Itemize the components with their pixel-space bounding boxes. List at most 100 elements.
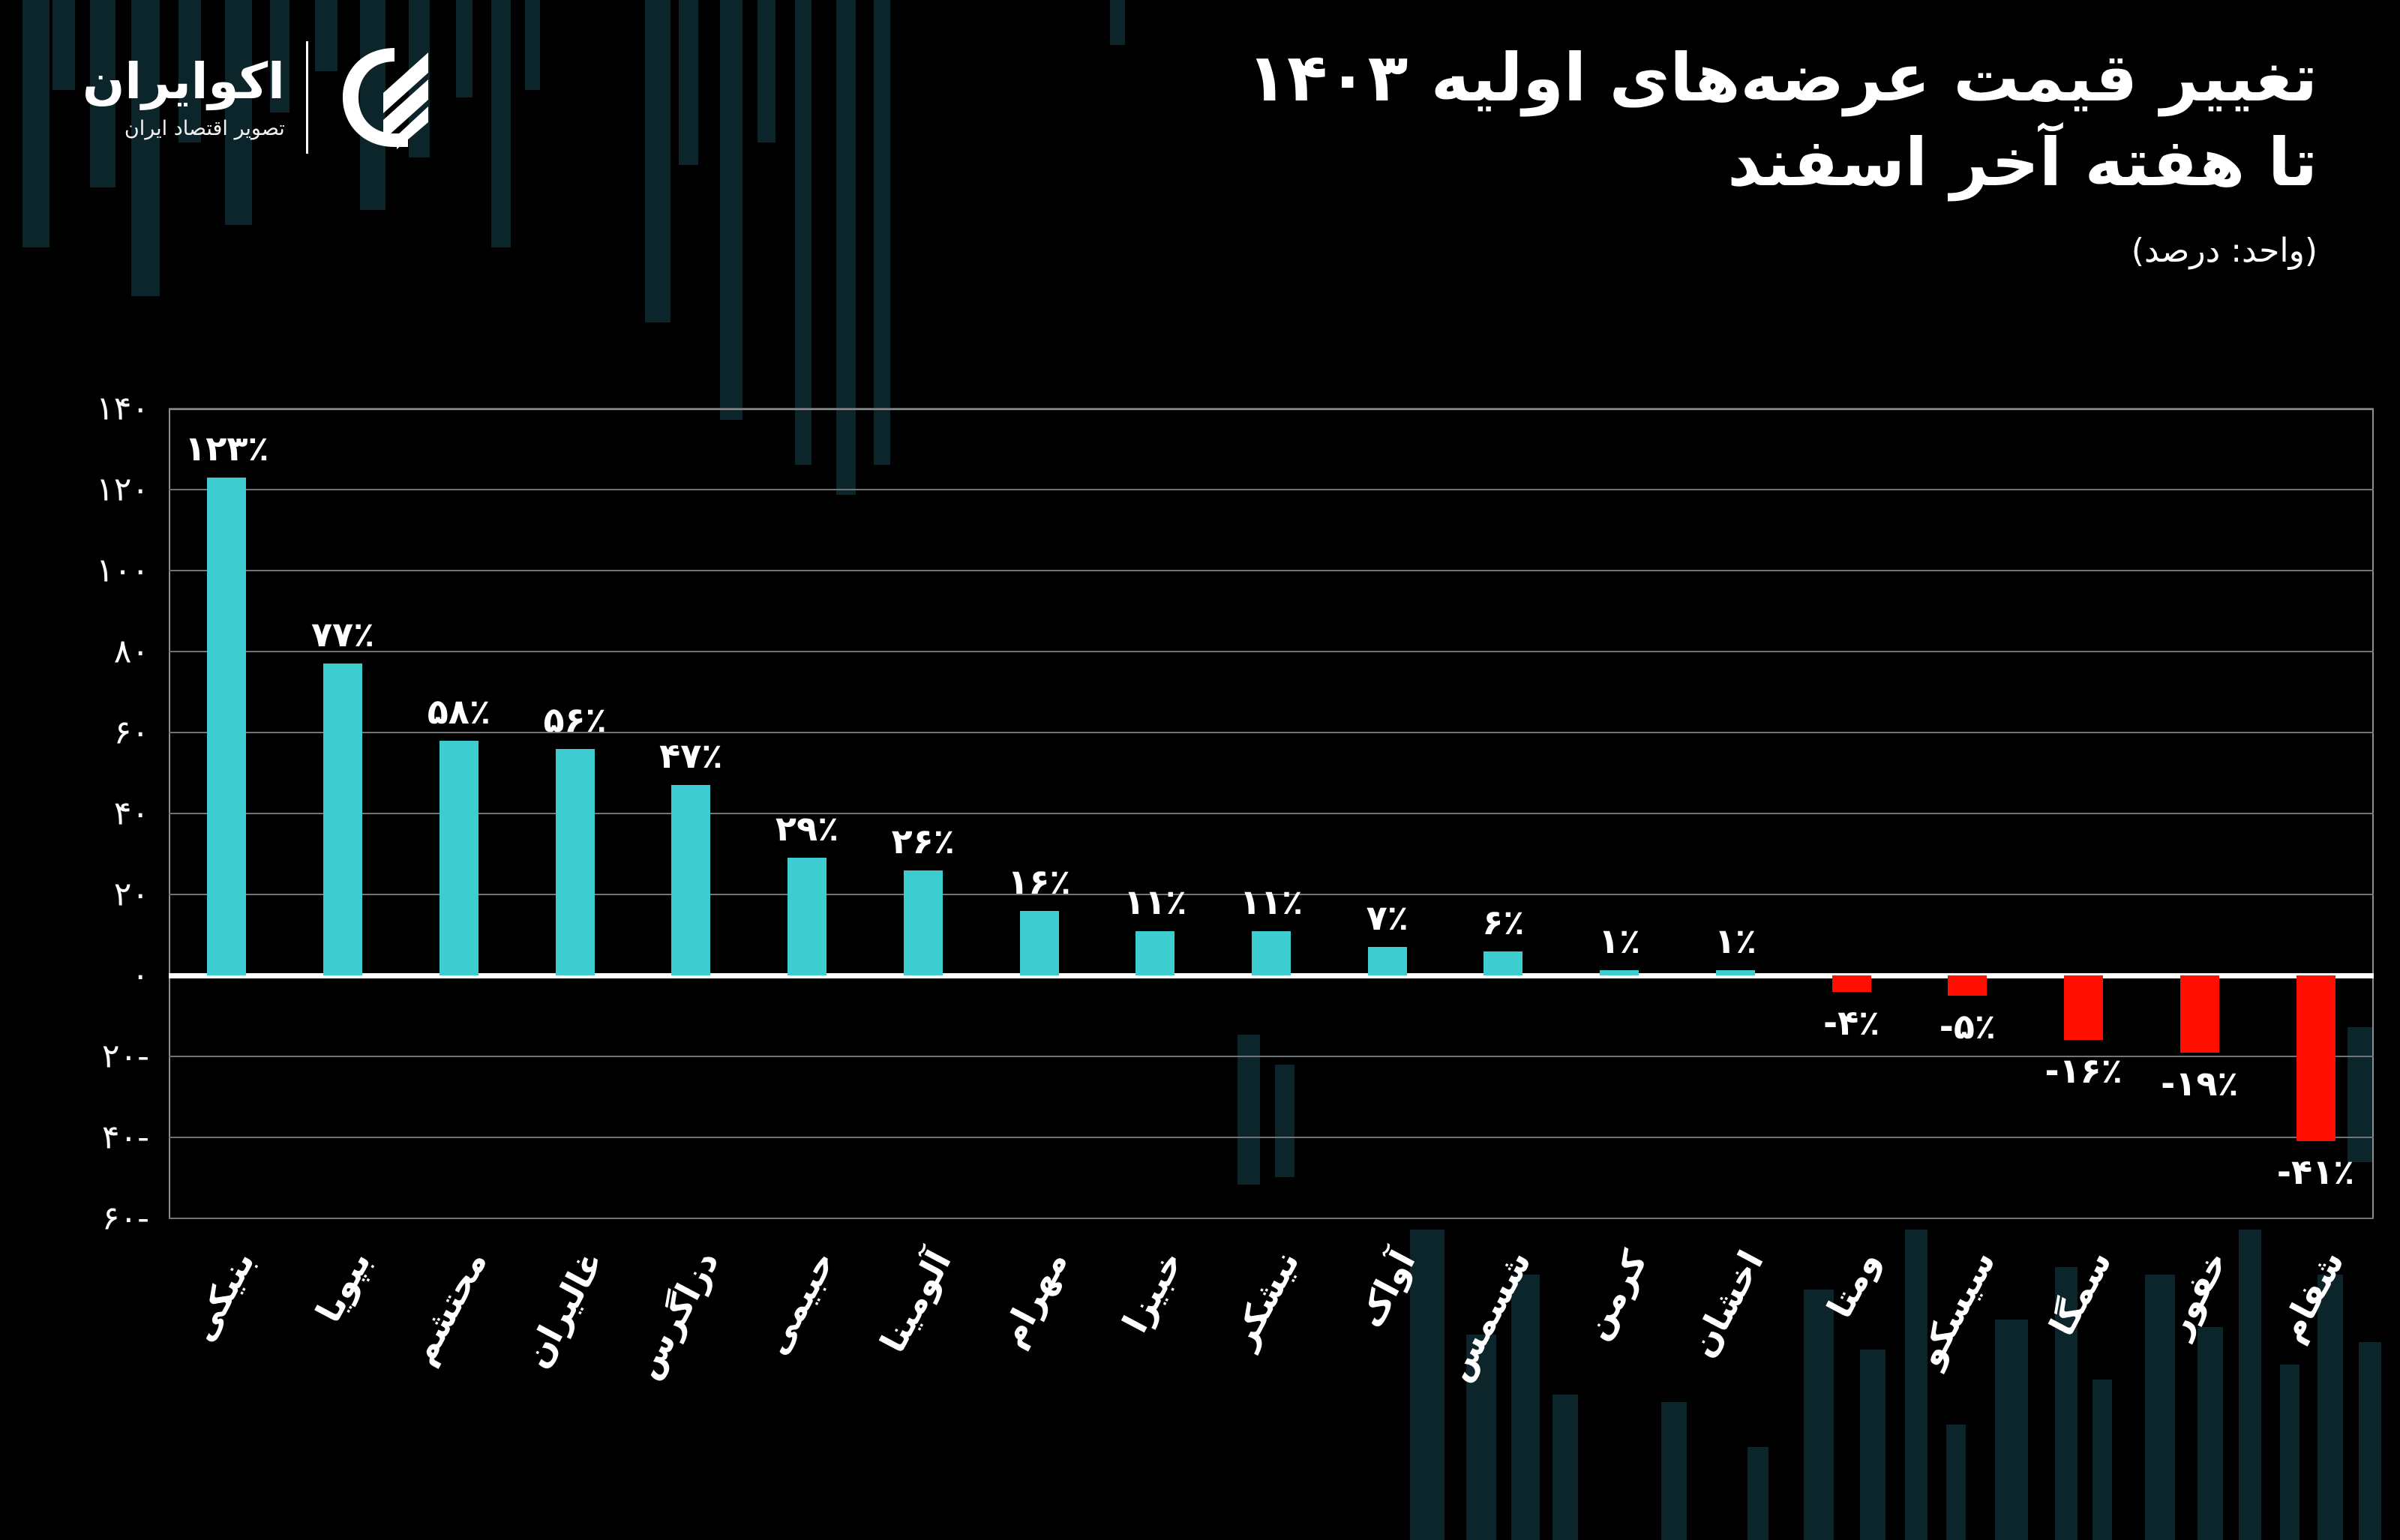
x-axis-tick-label: مهرام xyxy=(991,1244,1076,1354)
bar-value-label: -۱۹٪ xyxy=(2161,1062,2239,1104)
x-axis-tick-label: دزاگرس xyxy=(626,1244,727,1386)
bar-slot[interactable]: -۵٪ سیسکو xyxy=(1909,409,2026,1373)
bar-value-label: ۱۲۳٪ xyxy=(184,427,269,469)
bar-negative[interactable] xyxy=(1948,975,1988,996)
bar-value-label: -۴٪ xyxy=(1823,1002,1880,1043)
chart-title-line-2: تا هفته آخر اسفند xyxy=(1727,123,2318,201)
bar-positive[interactable] xyxy=(1600,970,1640,975)
bar-negative[interactable] xyxy=(2064,975,2104,1041)
bar-slot[interactable]: ۲۹٪ حبیمی xyxy=(749,409,866,1361)
bar-slot[interactable]: ۵۸٪ محتشم xyxy=(400,409,517,1371)
bar-positive[interactable] xyxy=(788,858,827,975)
brand-text: اکوایران تصویر اقتصاد ایران xyxy=(82,52,285,140)
bar-value-label: ۱٪ xyxy=(1714,921,1756,961)
bar-negative[interactable] xyxy=(2296,975,2336,1142)
bar-value-label: -۴۱٪ xyxy=(2276,1152,2355,1193)
x-axis-tick-label: شسمس xyxy=(1437,1244,1540,1388)
bar-slot[interactable]: ۱٪ کرمن xyxy=(1562,409,1678,1346)
bar-value-label: ۲۹٪ xyxy=(775,808,839,849)
bar-value-label: ۱٪ xyxy=(1598,921,1641,961)
bar-positive[interactable] xyxy=(439,740,478,975)
x-axis-tick-label: ومتا xyxy=(1818,1244,1888,1325)
unit-label: (واحد: درصد) xyxy=(2131,232,2318,271)
brand-logo: اکوایران تصویر اقتصاد ایران xyxy=(82,41,442,154)
bar-slot[interactable]: ۲۶٪ آلومینا xyxy=(865,409,981,1359)
bar-value-label: ۴۷٪ xyxy=(659,736,723,777)
bar-slot[interactable]: ۷۷٪ بپویا xyxy=(285,409,401,1329)
gridline xyxy=(169,732,2374,733)
y-axis-tick-label: ۸۰ xyxy=(113,632,149,671)
bar-positive[interactable] xyxy=(555,748,595,975)
gridline xyxy=(169,813,2374,814)
bar-slot[interactable]: -۱۹٪ خفور xyxy=(2141,409,2258,1344)
x-axis-tick-label: کرمن xyxy=(1575,1244,1655,1346)
header: اکوایران تصویر اقتصاد ایران تغییر قیمت ع… xyxy=(0,0,2400,352)
gridline xyxy=(169,651,2374,652)
y-axis-tick-label: ۴۰ xyxy=(113,794,149,833)
x-axis-tick-label: خفور xyxy=(2156,1244,2236,1344)
bars-container: ۱۲۳٪ بنیکی ۷۷٪ بپویا ۵۸٪ محتشم ۵۶٪ غالیران ۴۷٪ دز… xyxy=(169,409,2374,1388)
gridline xyxy=(169,894,2374,895)
brand-subtitle: تصویر اقتصاد ایران xyxy=(124,116,285,140)
bar-slot[interactable]: ۱٪ اخشان xyxy=(1678,409,1794,1364)
gridline xyxy=(169,408,2374,409)
x-axis-tick-label: نیشکر xyxy=(1222,1244,1307,1355)
x-axis-tick-label: غالیران xyxy=(515,1244,611,1375)
bar-slot[interactable]: ۵۶٪ غالیران xyxy=(516,409,633,1374)
x-axis-tick-label: آلومینا xyxy=(872,1244,959,1359)
y-axis-tick-label: -۶۰ xyxy=(101,1199,149,1238)
bar-positive[interactable] xyxy=(671,785,711,975)
x-axis-tick-label: اخشان xyxy=(1682,1244,1772,1364)
gridline xyxy=(169,489,2374,490)
bar-value-label: ۷٪ xyxy=(1366,897,1408,939)
brand-divider xyxy=(305,41,308,154)
plot-area: ۱۴۰ ۱۲۰ ۱۰۰ ۸۰ ۶۰ ۴۰ ۲۰ ۰ -۲۰ -۴۰ -۶۰ ۱۲۳٪ بنیکی ۷۷٪… xyxy=(96,390,2374,1388)
bar-positive[interactable] xyxy=(1484,951,1523,975)
gridline xyxy=(169,1137,2374,1138)
x-axis-tick-label: محتشم xyxy=(401,1244,495,1371)
chart-title-line-1: تغییر قیمت عرضه‌های اولیه ۱۴۰۳ xyxy=(1246,39,2318,116)
bar-value-label: ۱۶٪ xyxy=(1007,861,1071,902)
bar-value-label: ۲۶٪ xyxy=(891,820,955,861)
x-axis-tick-label: سمگا xyxy=(2041,1244,2120,1343)
bar-slot[interactable]: ۱۱٪ خبیزا xyxy=(1097,409,1214,1339)
x-axis-tick-label: بنیکی xyxy=(182,1244,263,1348)
x-axis-tick-label: بپویا xyxy=(308,1244,379,1329)
bar-negative[interactable] xyxy=(2180,975,2219,1053)
bar-slot[interactable]: ۶٪ شسمس xyxy=(1437,409,1562,1388)
gridline xyxy=(169,570,2374,571)
bar-positive[interactable] xyxy=(1251,930,1291,975)
eco-iran-logo-icon xyxy=(342,48,428,149)
bar-positive[interactable] xyxy=(1019,910,1059,975)
bar-slot[interactable]: ۱۱٪ نیشکر xyxy=(1214,409,1330,1355)
bar-slot[interactable]: ۱۲۳٪ بنیکی xyxy=(169,409,285,1348)
zero-line xyxy=(169,973,2374,978)
y-axis-tick-label: ۱۲۰ xyxy=(96,470,149,509)
y-axis-tick-label: ۱۰۰ xyxy=(96,551,149,590)
bar-value-label: -۵٪ xyxy=(1939,1006,1996,1047)
y-axis-tick-label: ۲۰ xyxy=(113,875,149,914)
bar-negative[interactable] xyxy=(1832,975,1871,992)
x-axis-tick-label: آواک xyxy=(1349,1244,1424,1335)
bar-slot[interactable]: -۱۶٪ سمگا xyxy=(2026,409,2142,1342)
bar-positive[interactable] xyxy=(903,870,943,975)
bar-value-label: ۶٪ xyxy=(1482,901,1525,942)
brand-name: اکوایران xyxy=(82,52,285,110)
bar-positive[interactable] xyxy=(1715,970,1755,975)
bar-slot[interactable]: -۴٪ ومتا xyxy=(1793,409,1910,1325)
bar-positive[interactable] xyxy=(1136,930,1175,975)
bar-slot[interactable]: ۱۶٪ مهرام xyxy=(981,409,1097,1354)
bar-positive[interactable] xyxy=(207,477,247,975)
bar-slot[interactable]: ۷٪ آواک xyxy=(1329,409,1445,1334)
bar-value-label: ۵۶٪ xyxy=(543,699,607,740)
x-axis-tick-label: شفام xyxy=(2270,1244,2352,1349)
bar-value-label: -۱۶٪ xyxy=(2044,1050,2122,1092)
bar-positive[interactable] xyxy=(1367,947,1407,975)
bar-slot[interactable]: -۴۱٪ شفام xyxy=(2258,409,2374,1349)
bar-value-label: ۵۸٪ xyxy=(427,691,490,732)
gridline xyxy=(169,1056,2374,1057)
bar-value-label: ۱۱٪ xyxy=(1239,881,1304,922)
bar-positive[interactable] xyxy=(323,664,363,975)
bar-value-label: ۱۱٪ xyxy=(1124,881,1187,922)
bar-slot[interactable]: ۴۷٪ دزاگرس xyxy=(626,409,749,1385)
